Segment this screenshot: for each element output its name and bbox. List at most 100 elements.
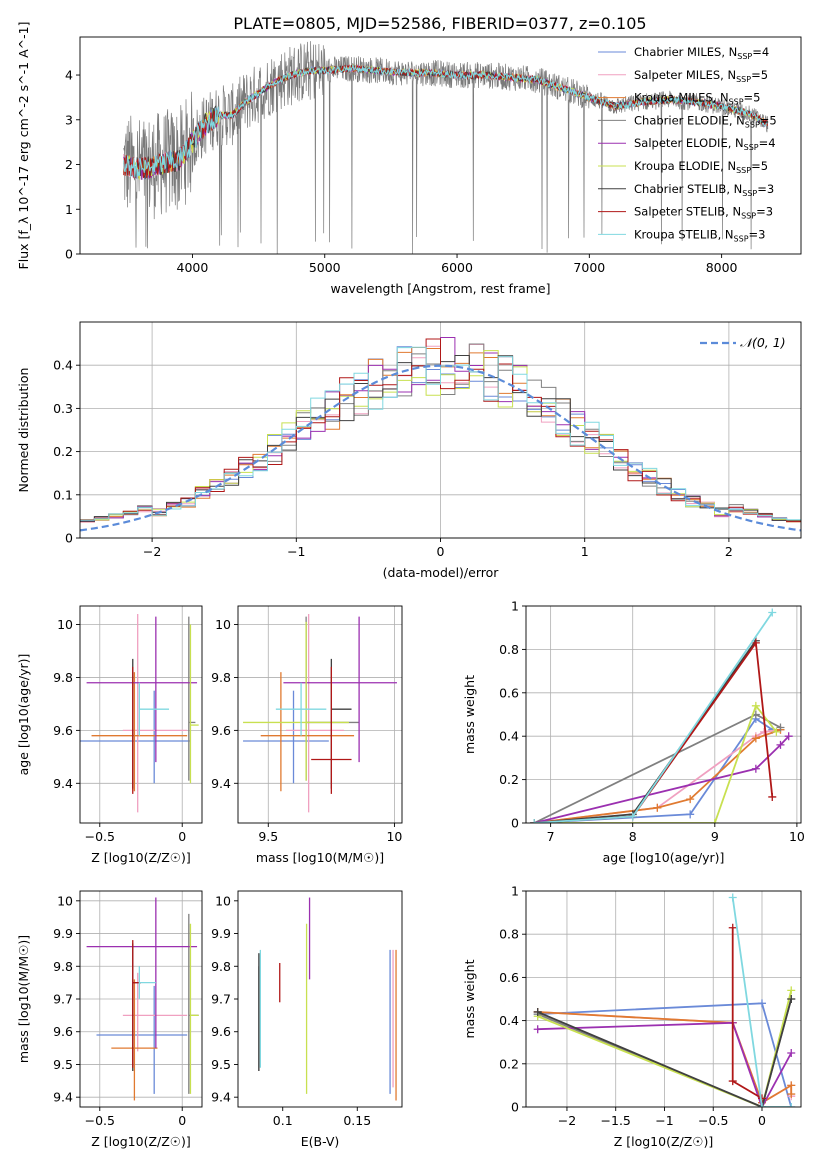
- y-tick-label: 1: [511, 884, 519, 899]
- weight-marker: [787, 1081, 796, 1090]
- y-tick-label: 9.5: [53, 1057, 73, 1072]
- weight-marker: [784, 732, 793, 741]
- figure-title: PLATE=0805, MJD=52586, FIBERID=0377, z=0…: [233, 14, 646, 33]
- x-tick-label: 1: [581, 544, 589, 559]
- x-tick-label: −1: [287, 544, 305, 559]
- legend-label: Salpeter STELIB, NSSP=3: [634, 205, 773, 221]
- y-tick-label: 0: [511, 816, 519, 831]
- weight-marker: [751, 701, 760, 710]
- legend-label: Chabrier ELODIE, NSSP=5: [634, 113, 777, 129]
- y-tick-label: 9.6: [53, 723, 73, 738]
- x-tick-label: 0: [437, 544, 445, 559]
- weight-marker: [787, 1090, 796, 1099]
- plot-area: [80, 337, 801, 532]
- weight-marker: [533, 1025, 542, 1034]
- x-tick-label: −1.5: [601, 1113, 631, 1128]
- weight-marker: [757, 1103, 766, 1107]
- y-tick-label: 0.2: [53, 444, 73, 459]
- y-tick-label: 9.9: [53, 926, 73, 941]
- weight-marker: [728, 923, 737, 932]
- model-line: [123, 64, 768, 180]
- x-axis-label: age [log10(age/yr)]: [603, 850, 725, 865]
- axes-frame: [79, 36, 802, 255]
- y-tick-label: 0.2: [499, 1056, 519, 1071]
- axes-frame: [525, 605, 802, 824]
- x-tick-label: 0: [178, 829, 186, 844]
- y-tick-label: 10: [215, 893, 231, 908]
- plot-area: [80, 613, 199, 813]
- y-tick-label: 9.5: [211, 1057, 231, 1072]
- y-axis-label: mass weight: [462, 959, 477, 1038]
- weight-marker: [751, 638, 760, 647]
- x-tick-label: 0.1: [273, 1113, 293, 1128]
- x-tick-label: 7000: [573, 260, 605, 275]
- y-axis-label: Normed distribution: [16, 368, 31, 493]
- y-tick-label: 9.7: [211, 992, 231, 1007]
- weight-marker: [787, 1103, 796, 1107]
- weight-marker: [768, 792, 777, 801]
- y-axis-label: mass [log10(M/M☉)]: [16, 935, 31, 1063]
- weight-marker: [787, 1049, 796, 1057]
- panel-mass_vs_ebv: 0.1 0.15 9.4 9.5 9.6 9.7 9.8 9.9 10 E(B-V): [211, 890, 403, 1149]
- x-axis-label: Z [log10(Z/Z☉)]: [614, 1134, 714, 1149]
- x-tick-label: 0.15: [343, 1113, 371, 1128]
- x-tick-label: −1: [655, 1113, 673, 1128]
- y-tick-label: 4: [65, 68, 73, 83]
- x-axis-label: Z [log10(Z/Z☉)]: [91, 1134, 191, 1149]
- y-tick-label: 9.8: [211, 670, 231, 685]
- y-axis-label: mass weight: [462, 675, 477, 754]
- x-tick-label: 5000: [309, 260, 341, 275]
- plot-area: [86, 897, 199, 1101]
- plot-area: [123, 41, 769, 254]
- weight-marker: [653, 803, 662, 812]
- y-tick-label: 3: [65, 112, 73, 127]
- weight-marker: [787, 986, 796, 995]
- x-tick-label: −2: [558, 1113, 576, 1128]
- y-tick-label: 9.7: [53, 992, 73, 1007]
- weight-marker: [787, 995, 796, 1003]
- x-tick-label: 10: [789, 829, 805, 844]
- weight-line: [537, 1021, 792, 1107]
- y-tick-label: 10: [57, 617, 73, 632]
- y-tick-label: 10: [57, 893, 73, 908]
- weight-marker: [686, 795, 695, 804]
- weight-marker: [728, 1077, 737, 1086]
- x-tick-label: −0.5: [85, 1113, 115, 1128]
- x-tick-label: −0.5: [85, 829, 115, 844]
- y-tick-label: 0.6: [499, 685, 519, 700]
- weight-line: [534, 640, 774, 823]
- panel-spectrum: 4000 5000 6000 7000 8000 0 1 2 3 4 wavelength [Ang…: [16, 22, 802, 296]
- x-tick-label: −2: [143, 544, 161, 559]
- panel-weight_vs_age: 7 8 9 10 0 0.2 0.4 0.6 0.8 1 age [log10(age/yr)] ma…: [462, 599, 805, 866]
- y-tick-label: 9.8: [211, 959, 231, 974]
- y-tick-label: 9.9: [211, 926, 231, 941]
- plot-area: [258, 897, 397, 1101]
- weight-marker: [776, 723, 785, 732]
- axes-frame: [79, 321, 802, 539]
- x-axis-label: wavelength [Angstrom, rest frame]: [330, 281, 550, 296]
- x-axis-label: Z [log10(Z/Z☉)]: [91, 850, 191, 865]
- panel-mass_vs_z: −0.5 0 9.4 9.5 9.6 9.7 9.8 9.9 10 Z [log10(Z/Z☉)]…: [16, 890, 203, 1149]
- y-tick-label: 9.4: [211, 776, 231, 791]
- x-tick-label: 10: [386, 829, 402, 844]
- legend-label: Kroupa ELODIE, NSSP=5: [634, 159, 768, 175]
- weight-marker: [728, 893, 737, 902]
- panel-age_vs_z: −0.5 0 9.4 9.6 9.8 10 Z [log10(Z/Z☉)] age [log1…: [16, 605, 203, 865]
- legend-label: Salpeter ELODIE, NSSP=4: [634, 136, 776, 152]
- y-tick-label: 1: [511, 599, 519, 614]
- x-axis-label: (data-model)/error: [383, 565, 500, 580]
- weight-marker: [710, 819, 719, 823]
- weight-line: [534, 611, 774, 823]
- x-tick-label: 0: [178, 1113, 186, 1128]
- weight-marker: [751, 764, 760, 773]
- y-tick-label: 2: [65, 157, 73, 172]
- y-tick-label: 9.6: [211, 723, 231, 738]
- x-axis-label: mass [log10(M/M☉)]: [256, 850, 384, 865]
- y-tick-label: 0.6: [499, 970, 519, 985]
- panel-residuals: −2 −1 0 1 2 0 0.1 0.2 0.3 0.4 (data-model)/error No…: [16, 321, 802, 580]
- histogram-step: [80, 346, 801, 521]
- y-tick-label: 9.4: [211, 1090, 231, 1105]
- plot-area: [530, 608, 793, 823]
